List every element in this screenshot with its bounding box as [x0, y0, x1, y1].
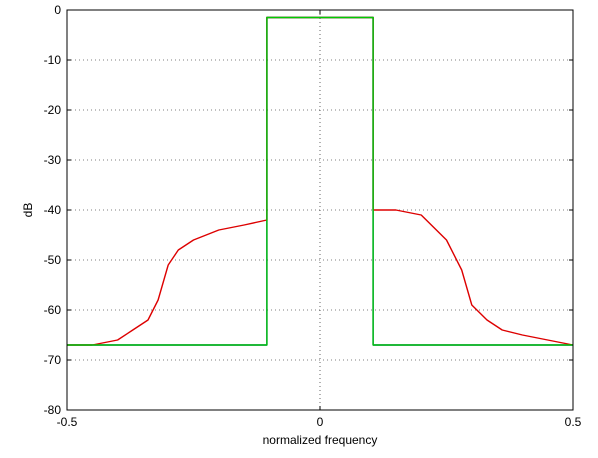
y-axis-label: dB [21, 203, 35, 218]
x-tick-label: -0.5 [57, 415, 78, 429]
y-tick-label: -20 [44, 103, 62, 117]
y-tick-label: -30 [44, 153, 62, 167]
y-tick-label: 0 [54, 3, 61, 17]
plot-frame [66, 9, 574, 411]
y-tick-label: -50 [44, 253, 62, 267]
x-tick-label: 0 [317, 415, 324, 429]
tick-labels: -0.5 0 0.5 0 -10 -20 -30 -40 -50 -60 -70 -80 [44, 3, 582, 429]
x-axis-label: normalized frequency [263, 433, 378, 447]
y-tick-label: -10 [44, 53, 62, 67]
y-tick-label: -80 [44, 403, 62, 417]
x-tick-label: 0.5 [565, 415, 582, 429]
series-group [67, 16, 574, 346]
y-tick-label: -60 [44, 303, 62, 317]
y-tick-label: -40 [44, 203, 62, 217]
y-tick-label: -70 [44, 353, 62, 367]
series-line-3 [67, 16, 573, 346]
